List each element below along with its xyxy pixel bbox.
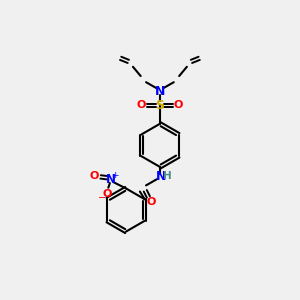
Text: N: N bbox=[106, 173, 116, 186]
Text: O: O bbox=[174, 100, 183, 110]
Text: N: N bbox=[155, 169, 166, 183]
Text: S: S bbox=[155, 99, 164, 112]
Text: O: O bbox=[137, 100, 146, 110]
Text: H: H bbox=[163, 171, 172, 181]
Text: O: O bbox=[147, 197, 156, 207]
Text: −: − bbox=[98, 194, 106, 203]
Text: N: N bbox=[155, 85, 165, 98]
Text: O: O bbox=[103, 189, 112, 199]
Text: O: O bbox=[89, 171, 98, 181]
Text: +: + bbox=[112, 171, 119, 180]
